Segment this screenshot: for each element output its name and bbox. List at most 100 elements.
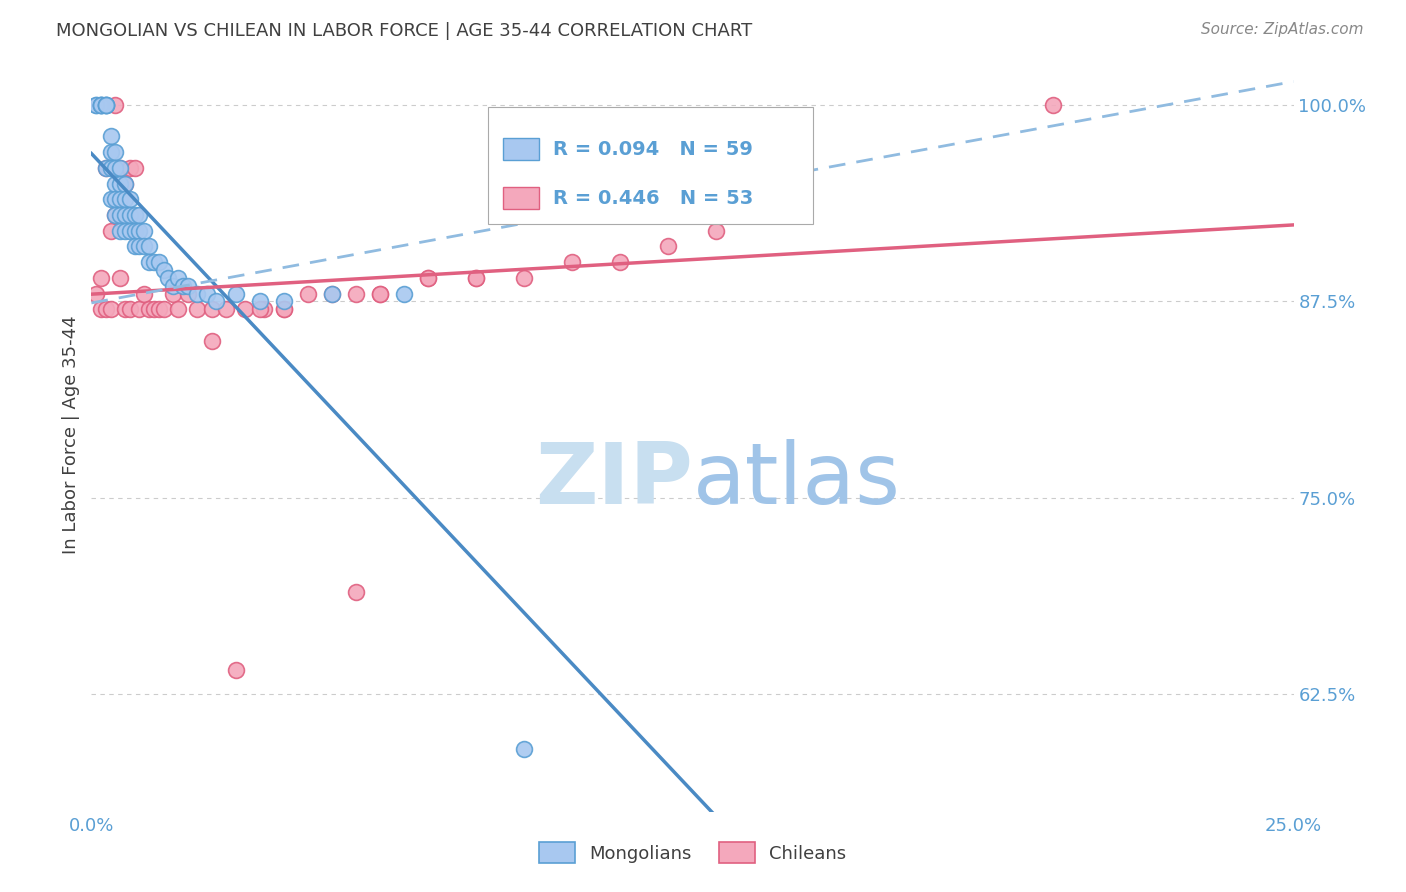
Point bbox=[124, 224, 146, 238]
Point bbox=[100, 302, 122, 317]
Point bbox=[90, 302, 112, 317]
Text: R = 0.094   N = 59: R = 0.094 N = 59 bbox=[553, 139, 752, 159]
Point bbox=[344, 585, 367, 599]
Point bbox=[513, 742, 536, 756]
Point bbox=[152, 263, 174, 277]
Point bbox=[94, 98, 117, 112]
Point bbox=[118, 224, 141, 238]
Point bbox=[186, 286, 208, 301]
Legend: Mongolians, Chileans: Mongolians, Chileans bbox=[531, 835, 853, 871]
Y-axis label: In Labor Force | Age 35-44: In Labor Force | Age 35-44 bbox=[62, 316, 80, 554]
Point bbox=[100, 192, 122, 206]
Point bbox=[465, 270, 488, 285]
Point bbox=[84, 286, 107, 301]
Point bbox=[148, 302, 170, 317]
Text: R = 0.446   N = 53: R = 0.446 N = 53 bbox=[553, 188, 754, 208]
Point bbox=[233, 302, 256, 317]
Point bbox=[172, 278, 194, 293]
Point bbox=[90, 98, 112, 112]
Point bbox=[176, 286, 198, 301]
Point bbox=[114, 177, 136, 191]
Point bbox=[162, 278, 184, 293]
Point bbox=[118, 192, 141, 206]
Point bbox=[142, 255, 165, 269]
Point bbox=[94, 161, 117, 175]
Point bbox=[90, 98, 112, 112]
Point bbox=[273, 302, 295, 317]
Point bbox=[138, 239, 160, 253]
Point bbox=[94, 98, 117, 112]
Point bbox=[273, 294, 295, 309]
Point bbox=[104, 192, 127, 206]
Point bbox=[114, 177, 136, 191]
Point bbox=[118, 302, 141, 317]
Point bbox=[195, 286, 218, 301]
Point bbox=[778, 208, 800, 222]
Point bbox=[104, 161, 127, 175]
Point bbox=[167, 302, 190, 317]
Point bbox=[465, 270, 488, 285]
Point bbox=[110, 161, 132, 175]
Point bbox=[205, 294, 228, 309]
Point bbox=[118, 161, 141, 175]
Point bbox=[225, 286, 247, 301]
Point bbox=[128, 239, 150, 253]
Point bbox=[253, 302, 276, 317]
Point bbox=[90, 98, 112, 112]
Point bbox=[94, 302, 117, 317]
Point bbox=[392, 286, 415, 301]
Point bbox=[273, 302, 295, 317]
Point bbox=[104, 208, 127, 222]
Point bbox=[124, 224, 146, 238]
Point bbox=[657, 239, 679, 253]
Point bbox=[128, 302, 150, 317]
Point bbox=[201, 302, 224, 317]
Point bbox=[609, 255, 631, 269]
Point bbox=[148, 255, 170, 269]
Point bbox=[114, 224, 136, 238]
Point bbox=[100, 129, 122, 144]
Point bbox=[90, 270, 112, 285]
Point bbox=[706, 224, 728, 238]
Point bbox=[110, 177, 132, 191]
Point bbox=[513, 270, 536, 285]
Point bbox=[321, 286, 343, 301]
Point bbox=[124, 208, 146, 222]
Point bbox=[104, 145, 127, 160]
Point bbox=[215, 302, 238, 317]
Text: Source: ZipAtlas.com: Source: ZipAtlas.com bbox=[1201, 22, 1364, 37]
Point bbox=[114, 302, 136, 317]
Point bbox=[368, 286, 391, 301]
Point bbox=[104, 98, 127, 112]
Text: MONGOLIAN VS CHILEAN IN LABOR FORCE | AGE 35-44 CORRELATION CHART: MONGOLIAN VS CHILEAN IN LABOR FORCE | AG… bbox=[56, 22, 752, 40]
Point bbox=[201, 334, 224, 348]
Point bbox=[162, 286, 184, 301]
Point bbox=[84, 98, 107, 112]
Point bbox=[128, 208, 150, 222]
Point bbox=[118, 208, 141, 222]
Point bbox=[110, 224, 132, 238]
Point bbox=[186, 302, 208, 317]
Point bbox=[114, 192, 136, 206]
Point bbox=[104, 177, 127, 191]
Point bbox=[90, 98, 112, 112]
Point bbox=[249, 294, 271, 309]
Point bbox=[138, 255, 160, 269]
Point bbox=[124, 239, 146, 253]
Point bbox=[94, 98, 117, 112]
Point bbox=[110, 208, 132, 222]
Point bbox=[84, 98, 107, 112]
Point bbox=[368, 286, 391, 301]
Point bbox=[100, 161, 122, 175]
Point bbox=[110, 161, 132, 175]
Point bbox=[344, 286, 367, 301]
Point bbox=[152, 302, 174, 317]
Point bbox=[128, 224, 150, 238]
Point bbox=[176, 278, 198, 293]
Point bbox=[138, 302, 160, 317]
Point bbox=[416, 270, 439, 285]
Text: ZIP: ZIP bbox=[534, 439, 692, 522]
Point bbox=[249, 302, 271, 317]
Point bbox=[100, 145, 122, 160]
Point bbox=[134, 286, 156, 301]
